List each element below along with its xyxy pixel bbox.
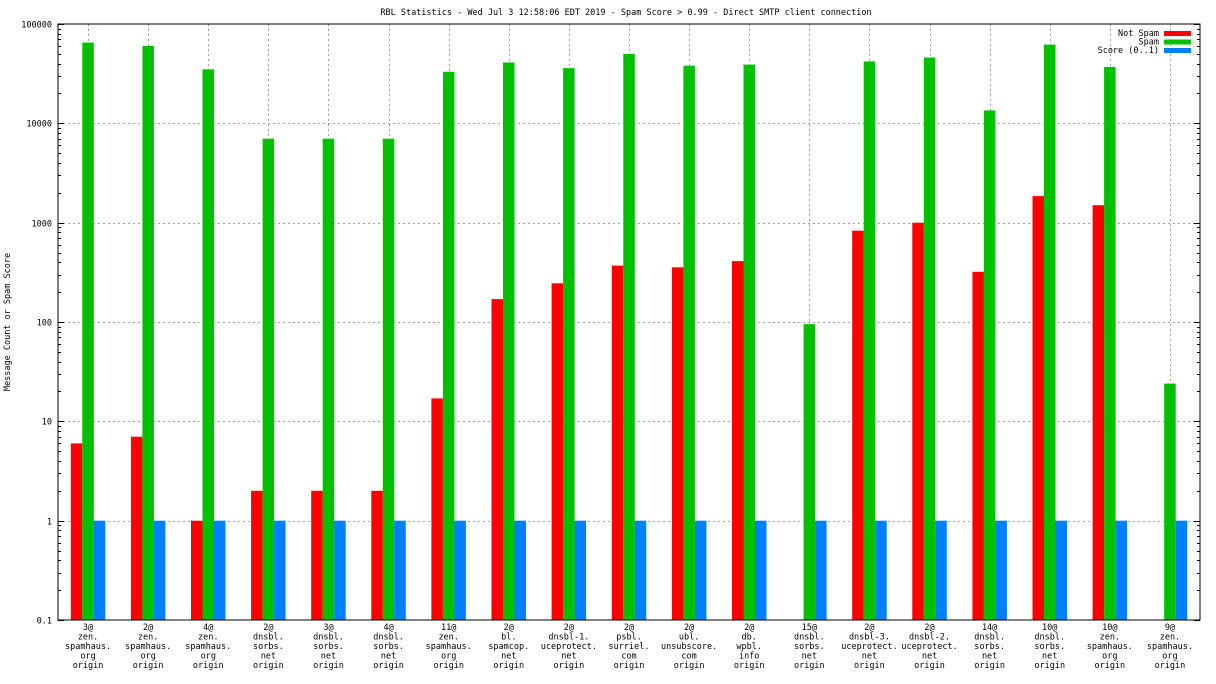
y-tick-label: 10000 xyxy=(26,120,52,130)
bar-score-0-1 xyxy=(334,520,346,620)
legend-swatch xyxy=(1164,39,1191,45)
legend-swatch xyxy=(1164,31,1191,36)
legend-label: Spam xyxy=(1139,38,1159,48)
bar-spam xyxy=(82,42,94,621)
y-tick-label: 1000 xyxy=(32,220,52,230)
x-tick-label: 14@ dnsbl. sorbs. net origin xyxy=(974,623,1005,671)
bar-score-0-1 xyxy=(153,520,166,620)
bar-not-spam xyxy=(852,230,864,620)
bar-score-0-1 xyxy=(755,520,767,620)
bar-spam xyxy=(142,46,154,620)
y-tick-label: 1 xyxy=(47,518,52,528)
bar-score-0-1 xyxy=(1055,520,1067,620)
bar-score-0-1 xyxy=(214,520,226,620)
bar-not-spam xyxy=(491,299,503,620)
bar-score-0-1 xyxy=(274,520,286,620)
bar-spam xyxy=(322,138,335,620)
bar-score-0-1 xyxy=(634,520,647,620)
bar-score-0-1 xyxy=(93,520,106,620)
bar-score-0-1 xyxy=(1115,520,1128,620)
bar-not-spam xyxy=(1092,205,1105,620)
bar-score-0-1 xyxy=(454,520,466,620)
bar-score-0-1 xyxy=(694,520,707,620)
legend-label: Not Spam xyxy=(1118,29,1159,39)
bar-spam xyxy=(382,138,395,620)
bar-not-spam xyxy=(70,443,83,620)
chart-title: RBL Statistics - Wed Jul 3 12:58:06 EDT … xyxy=(380,8,871,18)
bar-score-0-1 xyxy=(394,520,406,620)
y-tick-label: 100 xyxy=(37,319,52,329)
bar-not-spam xyxy=(251,490,263,620)
x-tick-label: 2@ dnsbl-3. uceprotect. net origin xyxy=(841,623,897,671)
bar-not-spam xyxy=(972,271,984,620)
bar-spam xyxy=(1104,66,1116,620)
y-tick-label: 0.1 xyxy=(37,617,52,627)
bar-spam xyxy=(563,68,575,621)
x-tick-label: 2@ psbl. surriel. com origin xyxy=(609,623,650,671)
x-tick-label: 2@ dnsbl-2. uceprotect. net origin xyxy=(901,623,957,671)
bar-score-0-1 xyxy=(815,520,827,620)
bar-spam xyxy=(503,62,515,620)
bar-score-0-1 xyxy=(875,520,887,620)
bar-not-spam xyxy=(311,490,323,620)
legend-label: Score (0..1) xyxy=(1098,46,1159,56)
bar-spam xyxy=(803,324,816,620)
x-tick-label: 2@ dnsbl. sorbs. net origin xyxy=(253,623,284,671)
x-axis-category-labels: 3@ zen. spamhaus. org origin 2@ zen. spamhaus. o… xyxy=(65,623,1193,671)
y-axis-label: Message Count or Spam Score xyxy=(3,253,13,391)
bar-not-spam xyxy=(191,520,203,620)
bar-spam xyxy=(442,71,455,621)
x-tick-label: 15@ dnsbl. sorbs. net origin xyxy=(794,623,825,671)
bar-score-0-1 xyxy=(514,520,526,620)
bar-spam xyxy=(623,53,635,620)
x-tick-label: 4@ zen. spamhaus. org origin xyxy=(185,623,231,671)
bar-spam xyxy=(863,61,876,620)
bars xyxy=(70,42,1188,621)
bar-spam xyxy=(262,138,275,620)
bar-score-0-1 xyxy=(995,520,1007,620)
bar-not-spam xyxy=(551,283,564,620)
bar-not-spam xyxy=(431,398,443,620)
bar-score-0-1 xyxy=(1175,520,1188,620)
bar-score-0-1 xyxy=(574,520,587,620)
x-tick-label: 4@ dnsbl. sorbs. net origin xyxy=(373,623,404,671)
x-tick-label: 2@ bl. spamcop. net origin xyxy=(488,623,529,671)
x-tick-label: 10@ dnsbl. sorbs. net origin xyxy=(1034,623,1065,671)
bar-not-spam xyxy=(611,265,624,620)
x-tick-label: 2@ db. wpbl. info origin xyxy=(734,623,765,671)
bar-spam xyxy=(1164,383,1176,620)
y-tick-label: 100000 xyxy=(21,21,52,31)
x-tick-label: 3@ zen. spamhaus. org origin xyxy=(65,623,111,671)
bar-spam xyxy=(743,64,755,621)
x-tick-label: 10@ zen. spamhaus. org origin xyxy=(1087,623,1133,671)
x-tick-label: 9@ zen. spamhaus. org origin xyxy=(1147,623,1193,671)
bar-not-spam xyxy=(130,436,143,620)
x-tick-label: 2@ ubl. unsubscore. com origin xyxy=(661,623,717,671)
bar-not-spam xyxy=(912,222,924,620)
bar-spam xyxy=(683,65,695,620)
legend-swatch xyxy=(1164,48,1191,53)
x-tick-label: 2@ dnsbl-1. uceprotect. net origin xyxy=(541,623,597,671)
bar-not-spam xyxy=(732,261,744,620)
bar-not-spam xyxy=(671,267,684,620)
bar-spam xyxy=(983,110,996,621)
x-tick-label: 3@ dnsbl. sorbs. net origin xyxy=(313,623,344,671)
x-tick-label: 2@ zen. spamhaus. org origin xyxy=(125,623,171,671)
plot-frame xyxy=(57,23,1201,621)
bar-spam xyxy=(1044,44,1056,621)
y-tick-label: 10 xyxy=(42,418,52,428)
bar-not-spam xyxy=(1032,196,1044,620)
bar-score-0-1 xyxy=(935,520,947,620)
bar-spam xyxy=(923,57,936,620)
bar-not-spam xyxy=(371,490,383,620)
bar-spam xyxy=(202,69,214,621)
x-tick-label: 11@ zen. spamhaus. org origin xyxy=(426,623,472,671)
